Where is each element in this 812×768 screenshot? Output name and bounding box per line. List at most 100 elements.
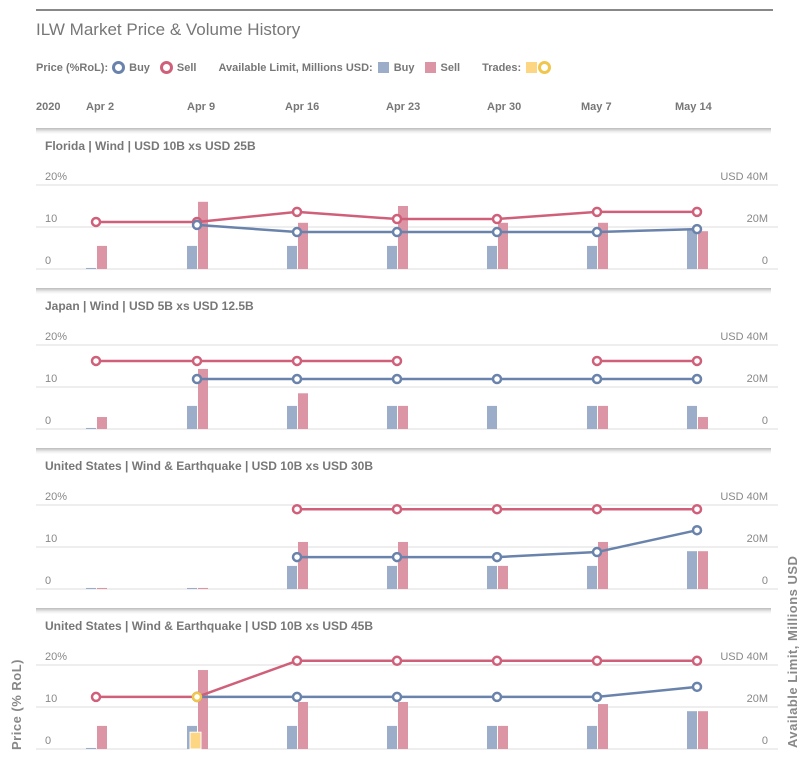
sell-limit-bar — [498, 565, 508, 589]
panel-title: United States | Wind & Earthquake | USD … — [45, 459, 374, 473]
date-label: Apr 30 — [487, 101, 522, 113]
left-tick-label: 10 — [45, 693, 57, 705]
year-label: 2020 — [36, 101, 61, 113]
sell-price-point — [90, 355, 102, 367]
legend-price-buy[interactable]: Buy — [129, 61, 150, 74]
date-label: Apr 9 — [187, 101, 216, 113]
chart-panel: United States | Wind & Earthquake | USD … — [0, 608, 812, 768]
buy-limit-bar — [187, 405, 197, 429]
sell-price-point — [491, 503, 503, 515]
sell-price-point — [391, 355, 403, 367]
buy-price-point — [191, 373, 203, 385]
right-axis-title: Available Limit, Millions USD — [785, 555, 800, 748]
panel-divider — [36, 448, 771, 454]
buy-limit-bar — [287, 405, 297, 429]
buy-price-point — [291, 551, 303, 563]
trade-bar — [189, 731, 202, 750]
buy-price-line-segment — [196, 223, 298, 234]
buy-price-point — [291, 226, 303, 238]
buy-limit-swatch-icon — [377, 62, 389, 73]
buy-price-line-segment — [496, 550, 598, 559]
sell-price-point — [591, 503, 603, 515]
right-tick-label: USD 40M — [720, 491, 768, 503]
sell-price-line-segment — [496, 210, 598, 221]
buy-limit-bar — [587, 565, 597, 589]
buy-limit-bar — [587, 725, 597, 749]
legend-limit-label: Available Limit, Millions USD: — [218, 61, 373, 74]
buy-limit-bar — [86, 267, 96, 269]
buy-price-point — [391, 691, 403, 703]
date-label: May 7 — [581, 101, 612, 113]
sell-limit-bar — [198, 670, 208, 749]
sell-limit-bar — [198, 368, 208, 429]
sell-price-point — [90, 216, 102, 228]
buy-price-point — [691, 524, 703, 536]
sell-price-point — [691, 355, 703, 367]
buy-limit-bar — [287, 565, 297, 589]
buy-limit-bar — [287, 245, 297, 269]
buy-price-point — [691, 223, 703, 235]
buy-price-marker-icon — [112, 61, 126, 74]
legend-limit-sell[interactable]: Sell — [440, 61, 461, 74]
buy-price-point — [291, 691, 303, 703]
buy-price-line-segment — [596, 685, 698, 699]
buy-limit-bar — [387, 405, 397, 429]
panel-chart: 0 0 10 20M 20% USD 40M — [36, 651, 778, 750]
buy-limit-bar — [587, 405, 597, 429]
buy-limit-bar — [86, 747, 96, 749]
sell-price-point — [691, 206, 703, 218]
right-tick-label: 0 — [762, 415, 768, 427]
buy-limit-bar — [687, 229, 697, 269]
legend-price-sell[interactable]: Sell — [176, 61, 197, 74]
buy-price-point — [191, 219, 203, 231]
right-tick-label: 20M — [747, 373, 768, 385]
chart-panel: United States | Wind & Earthquake | USD … — [0, 448, 812, 608]
sell-price-point — [391, 213, 403, 225]
sell-limit-swatch-icon — [424, 62, 436, 73]
buy-price-point — [491, 226, 503, 238]
sell-price-point — [391, 655, 403, 667]
buy-price-point — [491, 373, 503, 385]
sell-limit-bar — [398, 701, 408, 749]
sell-limit-bar — [298, 701, 308, 749]
buy-price-point — [391, 226, 403, 238]
buy-limit-bar — [687, 405, 697, 429]
right-tick-label: 0 — [762, 735, 768, 747]
sell-limit-bar — [698, 231, 708, 269]
sell-limit-bar — [698, 711, 708, 749]
sell-limit-bar — [698, 417, 708, 429]
sell-limit-bar — [598, 222, 608, 269]
sell-price-point — [591, 206, 603, 218]
buy-price-point — [691, 373, 703, 385]
panel-title: Japan | Wind | USD 5B xs USD 12.5B — [45, 299, 254, 313]
date-label: Apr 16 — [285, 101, 320, 113]
sell-limit-bar — [97, 417, 107, 429]
sell-price-point — [591, 355, 603, 367]
buy-limit-bar — [387, 565, 397, 589]
right-tick-label: 20M — [747, 533, 768, 545]
left-tick-label: 20% — [45, 491, 67, 503]
sell-limit-bar — [97, 245, 107, 269]
sell-limit-bar — [398, 405, 408, 429]
right-tick-label: 0 — [762, 575, 768, 587]
sell-price-point — [291, 206, 303, 218]
buy-price-point — [591, 546, 603, 558]
panel-title: United States | Wind & Earthquake | USD … — [45, 619, 374, 633]
right-tick-label: 20M — [747, 213, 768, 225]
buy-limit-bar — [86, 427, 96, 429]
buy-limit-bar — [487, 725, 497, 749]
left-tick-label: 10 — [45, 373, 57, 385]
left-tick-label: 20% — [45, 651, 67, 663]
left-tick-label: 20% — [45, 171, 67, 183]
right-tick-label: USD 40M — [720, 331, 768, 343]
sell-price-line-segment — [196, 659, 298, 699]
sell-price-line-segment — [296, 210, 398, 221]
buy-limit-bar — [587, 245, 597, 269]
sell-limit-bar — [398, 206, 408, 269]
left-tick-label: 0 — [45, 575, 51, 587]
buy-limit-bar — [687, 551, 697, 589]
legend-limit-buy[interactable]: Buy — [393, 61, 415, 74]
panel-title: Florida | Wind | USD 10B xs USD 25B — [45, 139, 256, 153]
trade-price-marker-icon — [538, 61, 552, 74]
sell-limit-bar — [298, 541, 308, 589]
